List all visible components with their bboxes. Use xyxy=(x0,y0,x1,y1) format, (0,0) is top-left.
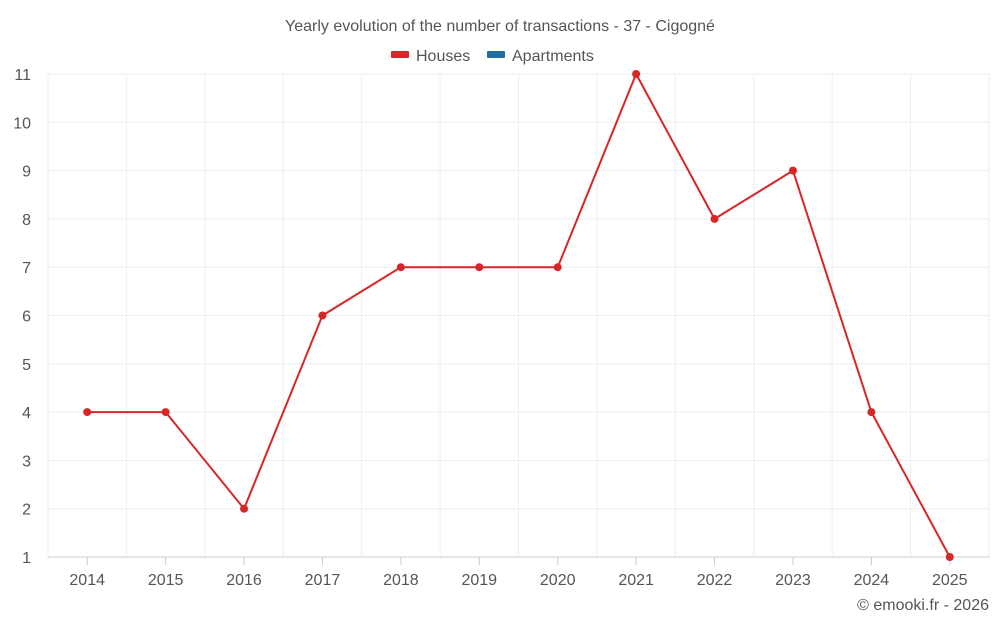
x-tick-label: 2017 xyxy=(305,572,341,589)
x-tick-label: 2024 xyxy=(854,572,890,589)
y-tick-label: 10 xyxy=(13,115,31,132)
data-point-houses[interactable] xyxy=(788,166,797,175)
y-axis: 1 2 3 4 5 6 7 8 9 10 11 xyxy=(13,67,31,567)
x-tick-label: 2015 xyxy=(148,572,184,589)
series-line-houses xyxy=(87,73,951,558)
y-tick-label: 2 xyxy=(22,502,31,519)
data-point-houses[interactable] xyxy=(161,408,170,417)
legend-label-houses: Houses xyxy=(416,48,470,65)
x-axis: 2014 2015 2016 2017 2018 2019 2020 2021 2022 2023… xyxy=(48,556,989,589)
y-tick-label: 4 xyxy=(22,405,31,422)
data-point-houses[interactable] xyxy=(396,263,405,272)
legend-swatch-apartments xyxy=(487,51,505,58)
legend-swatch-houses xyxy=(391,51,409,58)
x-tick-label: 2016 xyxy=(226,572,262,589)
data-point-houses[interactable] xyxy=(475,263,484,272)
legend-item-apartments[interactable]: Apartments xyxy=(487,48,594,65)
x-tick-label: 2020 xyxy=(540,572,576,589)
x-tick-label: 2023 xyxy=(775,572,811,589)
plot-series xyxy=(83,70,954,561)
legend-item-houses[interactable]: Houses xyxy=(391,48,470,65)
legend-label-apartments: Apartments xyxy=(512,48,594,65)
y-tick-label: 3 xyxy=(22,453,31,470)
x-tick-label: 2021 xyxy=(618,572,654,589)
y-tick-label: 11 xyxy=(14,67,31,84)
legend: Houses Apartments xyxy=(391,48,594,65)
y-tick-label: 7 xyxy=(22,260,31,277)
y-tick-label: 5 xyxy=(22,357,31,374)
y-tick-label: 6 xyxy=(22,309,31,326)
y-tick-label: 9 xyxy=(22,164,31,181)
y-tick-label: 8 xyxy=(22,212,31,229)
x-tick-label: 2018 xyxy=(383,572,419,589)
data-point-houses[interactable] xyxy=(553,263,562,272)
grid xyxy=(47,73,990,558)
chart-title: Yearly evolution of the number of transa… xyxy=(285,18,715,35)
data-point-houses[interactable] xyxy=(632,70,641,78)
data-point-houses[interactable] xyxy=(318,311,327,320)
x-tick-label: 2025 xyxy=(932,572,968,589)
data-point-houses[interactable] xyxy=(710,214,719,223)
data-point-houses[interactable] xyxy=(945,553,954,561)
x-tick-label: 2014 xyxy=(69,572,105,589)
data-point-houses[interactable] xyxy=(83,408,92,417)
credit-text: © emooki.fr - 2026 xyxy=(857,597,989,614)
x-tick-label: 2019 xyxy=(461,572,497,589)
data-point-houses[interactable] xyxy=(240,504,249,513)
data-point-houses[interactable] xyxy=(867,408,876,417)
y-tick-label: 1 xyxy=(22,550,31,567)
x-tick-label: 2022 xyxy=(697,572,733,589)
